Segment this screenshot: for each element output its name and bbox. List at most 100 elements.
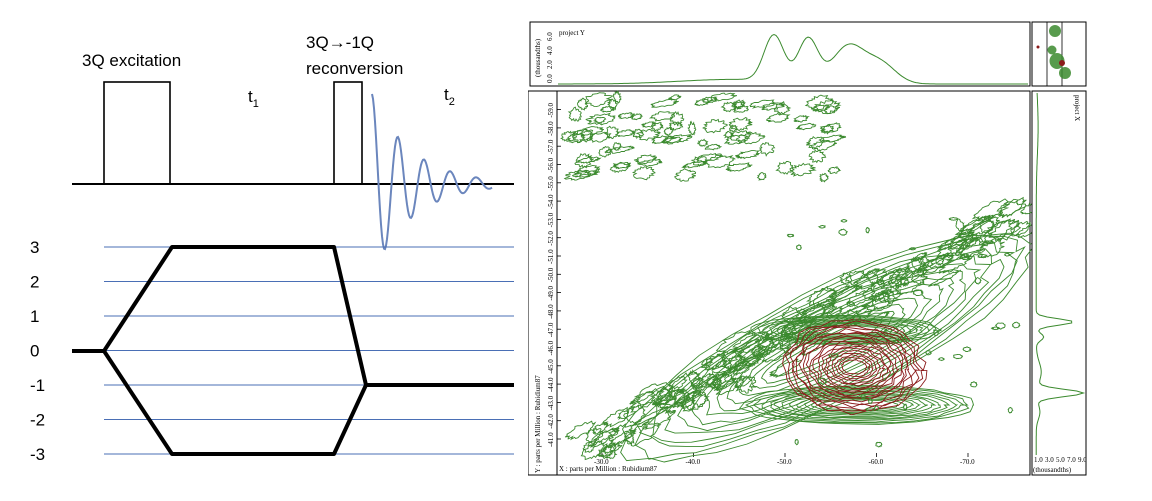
contour-line bbox=[1007, 406, 1014, 414]
x-tick-label: -40.0 bbox=[686, 458, 701, 466]
contour-line bbox=[668, 94, 682, 101]
contour-line bbox=[728, 124, 738, 132]
contour-line bbox=[733, 105, 749, 113]
y-tick-label: -50.0 bbox=[547, 267, 555, 282]
contour-line bbox=[630, 405, 672, 427]
level-label: 0 bbox=[30, 342, 39, 361]
contour-line bbox=[953, 353, 964, 360]
contour-line bbox=[892, 338, 903, 344]
contour-line bbox=[745, 386, 970, 424]
contour-line bbox=[776, 319, 919, 341]
pathway-lower bbox=[102, 349, 368, 456]
contour-line bbox=[846, 301, 856, 307]
contour-line bbox=[912, 289, 924, 296]
contour-line bbox=[694, 153, 723, 162]
contour-line bbox=[895, 266, 929, 288]
y-tick-label: -56.0 bbox=[547, 157, 555, 172]
contour-line bbox=[592, 116, 607, 124]
contour-line bbox=[702, 154, 736, 169]
contour-line bbox=[996, 196, 1027, 219]
x-tick-label: -30.0 bbox=[594, 458, 609, 466]
contour-line bbox=[958, 236, 980, 251]
contour-line bbox=[623, 404, 646, 425]
contour-line bbox=[734, 374, 757, 394]
contour-line bbox=[925, 349, 932, 356]
contour-line bbox=[1010, 220, 1031, 237]
right-tick-label: 5.0 bbox=[1056, 456, 1065, 464]
contour-line bbox=[789, 162, 817, 177]
contour-line bbox=[817, 377, 828, 385]
contour-line bbox=[648, 111, 676, 122]
contour-line bbox=[881, 287, 896, 305]
contour-line bbox=[827, 353, 840, 358]
contour-line bbox=[805, 335, 902, 399]
contour-line bbox=[977, 238, 1005, 258]
contour-line bbox=[903, 403, 908, 412]
contour-line bbox=[864, 288, 901, 312]
contour-line bbox=[584, 92, 614, 108]
top-projection-frame bbox=[529, 21, 1031, 87]
contour-line bbox=[837, 356, 871, 378]
contour-line bbox=[844, 270, 866, 286]
contour-line bbox=[756, 172, 767, 181]
contour-line bbox=[831, 352, 877, 382]
contour-line bbox=[567, 106, 582, 122]
contour-line bbox=[826, 349, 882, 385]
contour-line bbox=[603, 125, 620, 140]
level-label: 3 bbox=[30, 238, 39, 257]
contour-plot-frame bbox=[556, 90, 1031, 476]
y-tick-label: -47.0 bbox=[547, 322, 555, 337]
y-tick-label: -41.0 bbox=[547, 432, 555, 447]
contour-line bbox=[738, 385, 975, 425]
level-label: -2 bbox=[30, 411, 45, 430]
contour-line bbox=[598, 145, 613, 158]
contour-line bbox=[701, 357, 714, 367]
contour-line bbox=[722, 130, 735, 139]
contour-line bbox=[840, 359, 868, 375]
y-tick-label: -58.0 bbox=[547, 121, 555, 136]
contour-line bbox=[668, 121, 684, 131]
contour-line bbox=[1003, 253, 1011, 257]
contour-line bbox=[852, 315, 862, 321]
fid-signal bbox=[371, 93, 493, 251]
contour-line bbox=[650, 135, 677, 145]
y-axis-label: Y : parts per Million : Rubidium87 bbox=[534, 375, 542, 473]
right-projection-trace bbox=[1035, 92, 1086, 455]
contour-line bbox=[697, 138, 709, 147]
pathway-upper bbox=[72, 245, 514, 387]
contour-line bbox=[804, 94, 834, 111]
contour-line bbox=[687, 120, 697, 136]
contour-line bbox=[616, 129, 636, 138]
contour-line bbox=[838, 228, 848, 237]
contour-line bbox=[786, 233, 795, 238]
contour-line bbox=[864, 407, 876, 412]
contour-line bbox=[604, 145, 636, 154]
contour-line bbox=[725, 162, 753, 172]
y-tick-label: -51.0 bbox=[547, 249, 555, 264]
spectrum-panel: project Y (thousandths) 0.0 2.0 4.0 6.0 -41… bbox=[527, 17, 1152, 477]
contour-line bbox=[773, 391, 941, 419]
top-tick-label: 4.0 bbox=[546, 46, 554, 55]
contour-line bbox=[690, 155, 708, 168]
y-tick-label: -59.0 bbox=[547, 103, 555, 118]
contour-line bbox=[1011, 321, 1021, 329]
contour-line bbox=[929, 254, 955, 269]
contour-line bbox=[960, 253, 970, 261]
contour-line bbox=[652, 248, 1005, 443]
contour-line bbox=[948, 230, 978, 253]
right-tick-label: 9.0 bbox=[1078, 456, 1087, 464]
excitation-pulse bbox=[103, 81, 171, 185]
contour-line bbox=[635, 128, 662, 141]
contour-line bbox=[720, 101, 738, 113]
contour-line bbox=[606, 98, 618, 112]
contour-line bbox=[795, 395, 921, 415]
y-tick-label: -42.0 bbox=[547, 414, 555, 429]
contour-line bbox=[735, 150, 760, 160]
contour-line bbox=[752, 387, 966, 423]
contour-line bbox=[875, 441, 883, 448]
contour-line bbox=[768, 318, 924, 342]
spectrum-svg: project Y (thousandths) 0.0 2.0 4.0 6.0 -41… bbox=[527, 21, 1087, 476]
contour-line bbox=[804, 396, 915, 414]
right-projection-title: project X bbox=[1073, 95, 1081, 121]
contour-line bbox=[574, 165, 601, 177]
